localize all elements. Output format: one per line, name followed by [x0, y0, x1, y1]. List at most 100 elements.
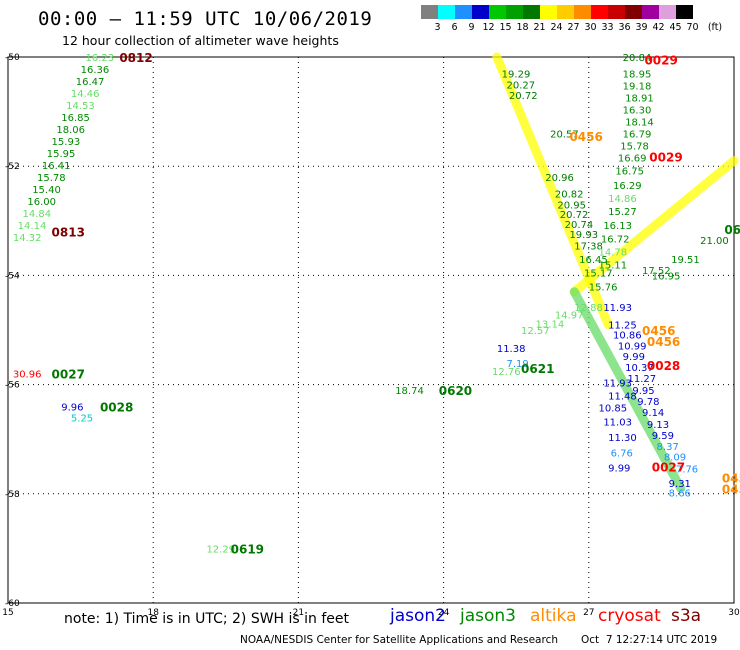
pass-time-label: 0028 — [100, 400, 133, 414]
track-streak — [569, 156, 739, 297]
legend-swatch — [438, 5, 455, 19]
wave-height-value: 9.99 — [608, 464, 630, 475]
wave-height-value: 9.59 — [652, 431, 674, 442]
pass-time-label: 0456 — [569, 130, 602, 144]
credit-line: NOAA/NESDIS Center for Satellite Applica… — [240, 634, 558, 646]
legend-label: 24 — [550, 22, 563, 33]
legend-label: 15 — [499, 22, 512, 33]
wave-height-value: 20.96 — [545, 173, 574, 184]
pass-time-label: 0813 — [52, 226, 85, 240]
wave-height-value: 19.18 — [623, 81, 652, 92]
wave-height-value: 15.76 — [589, 282, 618, 293]
wave-height-value: 15.95 — [47, 149, 76, 160]
legend-swatch — [676, 5, 693, 19]
wave-height-value: 12.29 — [206, 544, 235, 555]
wave-height-value: 15.40 — [32, 185, 61, 196]
wave-height-value: 18.06 — [56, 125, 85, 136]
wave-height-value: 8.66 — [669, 489, 691, 500]
page-title: 00:00 — 11:59 UTC 10/06/2019 — [38, 8, 373, 30]
wave-height-value: 12.76 — [492, 367, 521, 378]
wave-height-value: 12.88 — [574, 303, 603, 314]
legend-label: 6 — [451, 22, 458, 33]
lon-tick-label: 30 — [728, 608, 740, 618]
legend-label: 33 — [601, 22, 614, 33]
wave-height-value: 14.97 — [555, 311, 584, 322]
wave-height-value: 9.78 — [637, 397, 659, 408]
wave-height-value: 13.14 — [536, 319, 565, 330]
pass-time-label: 0620 — [439, 384, 472, 398]
wave-height-value: 9.99 — [623, 352, 645, 363]
legend-label: 42 — [652, 22, 665, 33]
wave-height-value: 16.23 — [85, 53, 114, 64]
legend-swatch — [574, 5, 591, 19]
wave-height-value: 11.38 — [497, 344, 526, 355]
pass-time-label: 0028 — [647, 359, 680, 373]
legend-label: 21 — [533, 22, 546, 33]
legend-label: 36 — [618, 22, 631, 33]
wave-height-value: 9.14 — [642, 408, 664, 419]
wave-height-value: 11.03 — [603, 418, 632, 429]
wave-height-value: 15.78 — [37, 173, 66, 184]
wave-height-value: 14.46 — [71, 89, 100, 100]
wave-height-value: 20.72 — [509, 91, 538, 102]
wave-height-value: 20.82 — [555, 190, 584, 201]
legend-label: 18 — [516, 22, 529, 33]
lon-tick-label: 24 — [438, 608, 450, 618]
wave-height-value: 18.14 — [625, 117, 654, 128]
legend-swatch — [608, 5, 625, 19]
legend-swatch — [506, 5, 523, 19]
map-frame — [7, 56, 735, 604]
lon-tick-label: 15 — [2, 608, 13, 618]
wave-height-value: 18.74 — [395, 386, 424, 397]
wave-height-value: 18.95 — [623, 69, 652, 80]
lon-tick-label: 27 — [583, 608, 594, 618]
wave-height-value: 16.79 — [623, 129, 652, 140]
color-legend: 3 6 9 12 15 18 21 24 27 30 33 36 39 42 45 70 (ft) — [421, 5, 727, 35]
legend-swatch — [489, 5, 506, 19]
wave-height-value: 9.96 — [61, 402, 83, 413]
wave-height-value: 17.38 — [574, 241, 603, 252]
wave-height-value: 14.32 — [13, 233, 42, 244]
wave-height-value: 16.69 — [618, 153, 647, 164]
wave-height-value: 21.00 — [700, 236, 729, 247]
wave-height-value: 30.96 — [13, 370, 42, 381]
pass-time-label: 0029 — [649, 150, 682, 164]
legend-label: 9 — [468, 22, 475, 33]
wave-height-value: 17.52 — [642, 266, 671, 277]
lon-tick-label: 21 — [293, 608, 304, 618]
wave-height-value: 20.27 — [507, 80, 536, 91]
pass-time-label: 0027 — [652, 461, 685, 475]
pass-time-label: 0812 — [119, 51, 152, 65]
wave-height-value: 16.95 — [652, 271, 681, 282]
wave-height-value: 11.48 — [608, 392, 637, 403]
wave-height-value: 8.09 — [664, 453, 686, 464]
lat-tick-label: -52 — [5, 162, 20, 172]
wave-height-value: 7.19 — [507, 359, 529, 370]
wave-height-value: 20.84 — [623, 53, 652, 64]
legend-swatch — [455, 5, 472, 19]
wave-height-value: 15.78 — [620, 141, 649, 152]
pass-time-label: 0621 — [521, 362, 554, 376]
wave-height-value: 16.75 — [615, 167, 644, 178]
wave-height-value: 10.86 — [613, 330, 642, 341]
wave-height-value: 15.93 — [52, 137, 81, 148]
wave-height-value: 16.13 — [603, 221, 632, 232]
wave-height-value: 16.41 — [42, 161, 71, 172]
wave-height-value: 18.91 — [625, 93, 654, 104]
satellite-name: jason3 — [460, 606, 516, 626]
legend-label: 12 — [482, 22, 495, 33]
wave-height-value: 11.93 — [603, 378, 632, 389]
wave-height-value: 16.30 — [623, 105, 652, 116]
satellite-name: cryosat — [598, 606, 661, 626]
pass-time-label: 045 — [722, 471, 740, 485]
legend-unit: (ft) — [707, 22, 723, 33]
legend-label: 30 — [584, 22, 597, 33]
page-subtitle: 12 hour collection of altimeter wave hei… — [62, 33, 339, 48]
wave-height-value: 14.53 — [66, 101, 95, 112]
satellite-name: altika — [530, 606, 577, 626]
lat-tick-label: -50 — [5, 53, 20, 63]
pass-time-label: 0029 — [644, 54, 677, 68]
wave-height-value: 14.84 — [23, 209, 52, 220]
wave-height-value: 16.47 — [76, 77, 105, 88]
satellite-name: s3a — [671, 606, 702, 626]
